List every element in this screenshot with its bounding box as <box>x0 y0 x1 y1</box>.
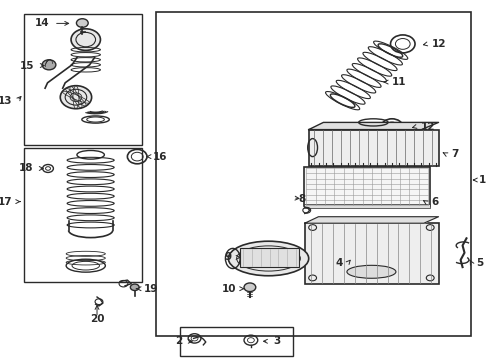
Text: 7: 7 <box>451 149 458 159</box>
Text: 11: 11 <box>392 77 407 87</box>
Bar <box>24 148 142 282</box>
Circle shape <box>244 283 256 292</box>
Text: 16: 16 <box>153 152 168 162</box>
Text: 15: 15 <box>20 60 34 71</box>
Ellipse shape <box>347 265 396 278</box>
Text: 3: 3 <box>273 336 281 346</box>
Text: 20: 20 <box>90 314 104 324</box>
Circle shape <box>42 60 56 70</box>
Bar <box>309 130 439 166</box>
Bar <box>156 12 471 336</box>
Bar <box>240 248 299 267</box>
Text: 18: 18 <box>19 163 33 174</box>
Ellipse shape <box>228 241 309 276</box>
Polygon shape <box>309 122 439 130</box>
Text: 2: 2 <box>175 336 182 346</box>
Text: 12: 12 <box>420 122 435 132</box>
Text: 12: 12 <box>432 39 447 49</box>
Text: 8: 8 <box>298 194 305 204</box>
Text: 9: 9 <box>224 252 231 262</box>
Bar <box>305 223 439 284</box>
Polygon shape <box>305 217 439 223</box>
Circle shape <box>76 19 88 27</box>
Circle shape <box>60 86 92 109</box>
Text: 13: 13 <box>0 96 12 106</box>
Text: 6: 6 <box>431 197 439 207</box>
Text: 17: 17 <box>0 197 12 207</box>
Circle shape <box>130 284 139 291</box>
Bar <box>24 14 142 145</box>
Text: 19: 19 <box>144 284 158 294</box>
Bar <box>180 327 293 356</box>
Text: 4: 4 <box>336 258 343 268</box>
Text: 10: 10 <box>221 284 236 294</box>
Text: 14: 14 <box>34 18 49 28</box>
Bar <box>304 204 430 208</box>
Bar <box>304 167 430 206</box>
Text: 5: 5 <box>476 258 484 268</box>
Circle shape <box>71 29 100 50</box>
Text: 1: 1 <box>479 175 487 185</box>
